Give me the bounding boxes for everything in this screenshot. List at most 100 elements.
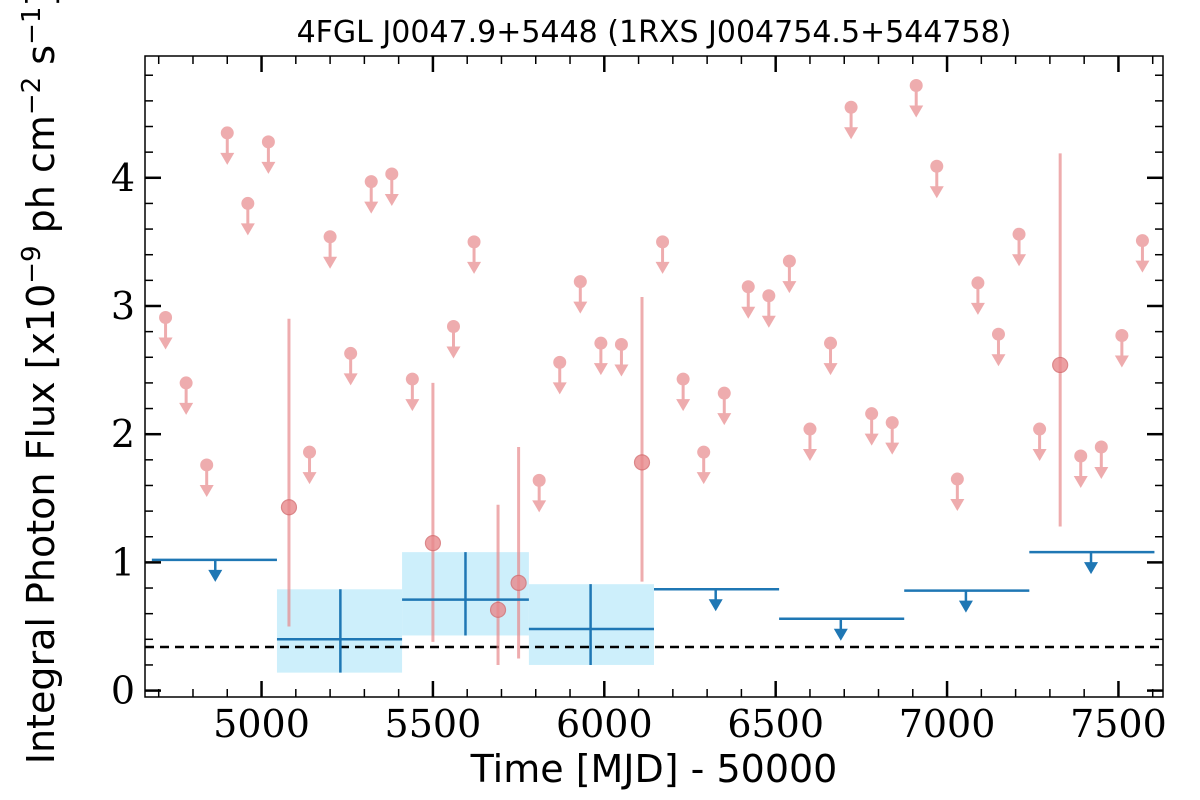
upper-limit-marker: [803, 422, 817, 436]
upper-limit-marker: [573, 275, 587, 289]
short-bin-upper-limit: [655, 235, 670, 274]
x-tick-label: 5000: [213, 702, 310, 746]
short-bin-upper-limit: [991, 327, 1006, 367]
upper-limit-arrow: [261, 161, 276, 174]
x-tick-label: 5500: [385, 702, 482, 746]
short-bin-upper-limit: [199, 458, 214, 497]
short-bin-upper-limit: [741, 280, 756, 319]
long-bin-detection: [528, 584, 654, 665]
short-bin-upper-limit: [1114, 328, 1129, 368]
short-bin-upper-limit: [323, 230, 338, 269]
short-bin-detection: [1052, 153, 1069, 527]
short-bin-upper-limit: [364, 175, 379, 214]
short-bin-upper-limit: [573, 275, 588, 314]
short-bin-upper-limit: [1135, 234, 1150, 273]
upper-limit-arrow: [741, 306, 756, 319]
detection-marker: [489, 601, 507, 618]
long-bin-arrow: [958, 600, 973, 613]
upper-limit-marker: [741, 280, 755, 294]
upper-limit-marker: [261, 135, 275, 149]
upper-limit-marker: [344, 346, 358, 360]
short-bin-upper-limit: [1012, 227, 1027, 267]
y-axis-label-superscript: −2: [17, 77, 47, 115]
short-bin-upper-limit: [950, 472, 965, 512]
upper-limit-arrow: [696, 472, 711, 485]
upper-limit-arrow: [158, 337, 173, 350]
short-bin-upper-limit: [696, 445, 711, 485]
short-bin-detection: [280, 318, 298, 627]
detection-marker: [1052, 356, 1069, 374]
upper-limit-arrow: [199, 484, 214, 497]
y-axis-label-part: ph cm: [19, 115, 63, 245]
upper-limit-marker: [1012, 227, 1026, 241]
upper-limit-marker: [405, 372, 419, 386]
long-bin-upper-limit: [151, 558, 277, 582]
short-bin-upper-limit: [302, 445, 317, 485]
short-bin-upper-limit: [1094, 440, 1109, 480]
upper-limit-marker: [930, 159, 944, 173]
short-bin-upper-limit: [823, 336, 838, 376]
y-tick-label: 1: [111, 540, 135, 584]
upper-limit-marker: [865, 407, 879, 421]
y-axis-label-superscript: −9: [17, 245, 47, 283]
short-bin-upper-limit: [552, 355, 567, 395]
short-bin-upper-limit: [220, 126, 235, 165]
upper-limit-marker: [594, 336, 608, 350]
short-bin-upper-limit: [1073, 449, 1088, 488]
x-tick-label: 7500: [1070, 702, 1167, 746]
upper-limit-arrow: [467, 261, 482, 274]
upper-limit-marker: [717, 386, 731, 400]
upper-limit-marker: [1135, 234, 1149, 248]
upper-limit-marker: [614, 337, 628, 351]
upper-limit-arrow: [614, 364, 629, 377]
upper-limit-arrow: [844, 127, 859, 140]
short-bin-upper-limit: [864, 407, 879, 446]
upper-limit-marker: [656, 235, 670, 249]
long-bin-detection: [276, 589, 403, 673]
upper-limit-arrow: [1032, 449, 1047, 462]
y-axis-label: Integral Photon Flux [x10−9 ph cm−2 s−1]: [17, 0, 63, 764]
short-bin-upper-limit: [405, 372, 420, 412]
long-bin-upper-limit: [779, 617, 905, 641]
short-bin-upper-limit: [179, 376, 194, 415]
y-tick-label: 0: [111, 669, 135, 713]
detection-marker: [633, 454, 651, 471]
short-bin-upper-limit: [782, 254, 797, 294]
upper-limit-marker: [762, 289, 776, 303]
upper-limit-arrow: [532, 500, 547, 513]
short-bin-upper-limit: [1032, 422, 1047, 462]
upper-limit-marker: [950, 472, 964, 486]
short-bin-detection: [510, 447, 527, 659]
upper-limit-marker: [676, 372, 690, 386]
upper-limit-marker: [991, 327, 1005, 341]
long-bin-upper-limit: [654, 588, 780, 612]
upper-limit-arrow: [676, 399, 691, 412]
upper-limit-arrow: [823, 363, 838, 376]
short-bin-upper-limit: [384, 167, 399, 206]
short-bin-upper-limit: [158, 311, 173, 350]
chart-title: 4FGL J0047.9+5448 (1RXS J004754.5+544758…: [297, 15, 1012, 50]
upper-limit-marker: [1115, 328, 1129, 342]
upper-limit-marker: [844, 100, 858, 114]
long-bin-detection: [402, 552, 529, 636]
upper-limit-marker: [303, 445, 317, 459]
upper-limit-marker: [241, 196, 255, 210]
long-bin-arrow: [833, 628, 848, 641]
upper-limit-arrow: [179, 402, 194, 415]
y-axis-label-part: Integral Photon Flux [x10: [19, 284, 63, 765]
upper-limit-arrow: [929, 186, 944, 199]
upper-limit-arrow: [1114, 355, 1129, 368]
upper-limit-arrow: [885, 442, 900, 455]
short-bin-detection: [489, 504, 507, 665]
upper-limit-marker: [782, 254, 796, 268]
x-tick-label: 6000: [556, 702, 653, 746]
upper-limit-arrow: [343, 373, 358, 386]
long-bin-upper-limit: [904, 589, 1030, 613]
y-axis-label-part: s: [19, 45, 63, 77]
upper-limit-arrow: [991, 354, 1006, 367]
upper-limit-arrow: [717, 413, 732, 426]
upper-limit-marker: [323, 230, 337, 244]
upper-limit-marker: [885, 416, 899, 430]
short-bin-upper-limit: [593, 336, 608, 376]
